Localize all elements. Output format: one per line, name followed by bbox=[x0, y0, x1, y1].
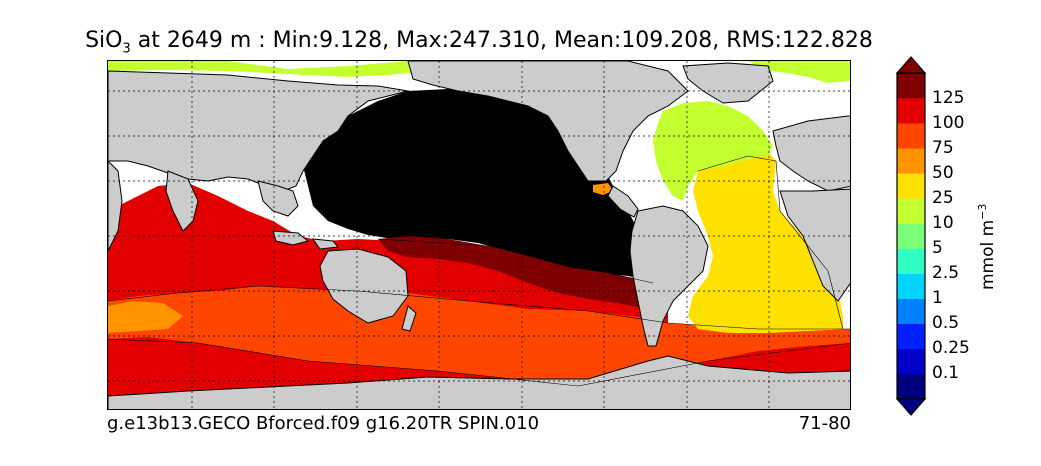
colorbar-cell bbox=[897, 123, 925, 149]
colorbar-cell bbox=[897, 323, 925, 350]
colorbar-cell bbox=[897, 198, 925, 224]
colorbar-cell bbox=[897, 148, 925, 174]
title-species: SiO bbox=[85, 28, 123, 53]
years-label: 71-80 bbox=[798, 413, 851, 434]
colorbar-cells bbox=[897, 73, 925, 400]
field-region-50-75-indian bbox=[108, 301, 183, 333]
colorbar-tick-label: 10 bbox=[932, 212, 954, 233]
colorbar-tick-label: 5 bbox=[932, 238, 943, 259]
colorbar-tick-label: 0.1 bbox=[932, 363, 960, 384]
map-panel bbox=[107, 60, 851, 410]
colorbar-cell bbox=[897, 298, 925, 325]
colorbar-cell bbox=[897, 173, 925, 199]
colorbar-cell bbox=[897, 373, 925, 400]
graticule bbox=[108, 61, 850, 409]
colorbar-unit-label: mmol m−3 bbox=[976, 197, 998, 297]
field-region-10-25-north-atlantic bbox=[653, 101, 773, 201]
colorbar-tick-label: 100 bbox=[932, 112, 965, 133]
colorbar-cell bbox=[897, 223, 925, 249]
field-region-50-75-caribbean bbox=[593, 183, 613, 195]
colorbar bbox=[895, 56, 927, 416]
colorbar-tick-label: 75 bbox=[932, 137, 954, 158]
colorbar-tick-label: 2.5 bbox=[932, 263, 960, 284]
colorbar-cell bbox=[897, 348, 925, 375]
field-region-25-50-atlantic bbox=[688, 151, 843, 333]
colorbar-cell bbox=[897, 98, 925, 124]
colorbar-tick-label: 1 bbox=[932, 288, 943, 309]
case-name-label: g.e13b13.GECO Bforced.f09 g16.20TR SPIN.… bbox=[107, 413, 540, 434]
colorbar-tick-label: 0.25 bbox=[932, 338, 970, 359]
title-species-subscript: 3 bbox=[122, 41, 131, 57]
colorbar-cell bbox=[897, 73, 925, 99]
field-region-10-25-arctic-east bbox=[748, 61, 850, 83]
unit-exponent: −3 bbox=[976, 203, 990, 220]
ocean-field-map bbox=[108, 61, 850, 409]
colorbar-tick-label: 50 bbox=[932, 162, 954, 183]
colorbar-cell bbox=[897, 273, 925, 299]
map-title: SiO3 at 2649 m : Min:9.128, Max:247.310,… bbox=[0, 28, 958, 56]
colorbar-frame bbox=[896, 72, 926, 400]
unit-main: mmol m bbox=[977, 219, 998, 291]
colorbar-tick-label: 0.5 bbox=[932, 313, 960, 334]
colorbar-tick-label: 125 bbox=[932, 87, 965, 108]
field-region-10-25-arctic bbox=[108, 61, 428, 77]
colorbar-extend-bottom bbox=[895, 398, 927, 416]
title-stats: at 2649 m : Min:9.128, Max:247.310, Mean… bbox=[130, 28, 873, 53]
colorbar-tick-label: 25 bbox=[932, 187, 954, 208]
colorbar-extend-top bbox=[895, 56, 927, 74]
colorbar-cell bbox=[897, 248, 925, 274]
